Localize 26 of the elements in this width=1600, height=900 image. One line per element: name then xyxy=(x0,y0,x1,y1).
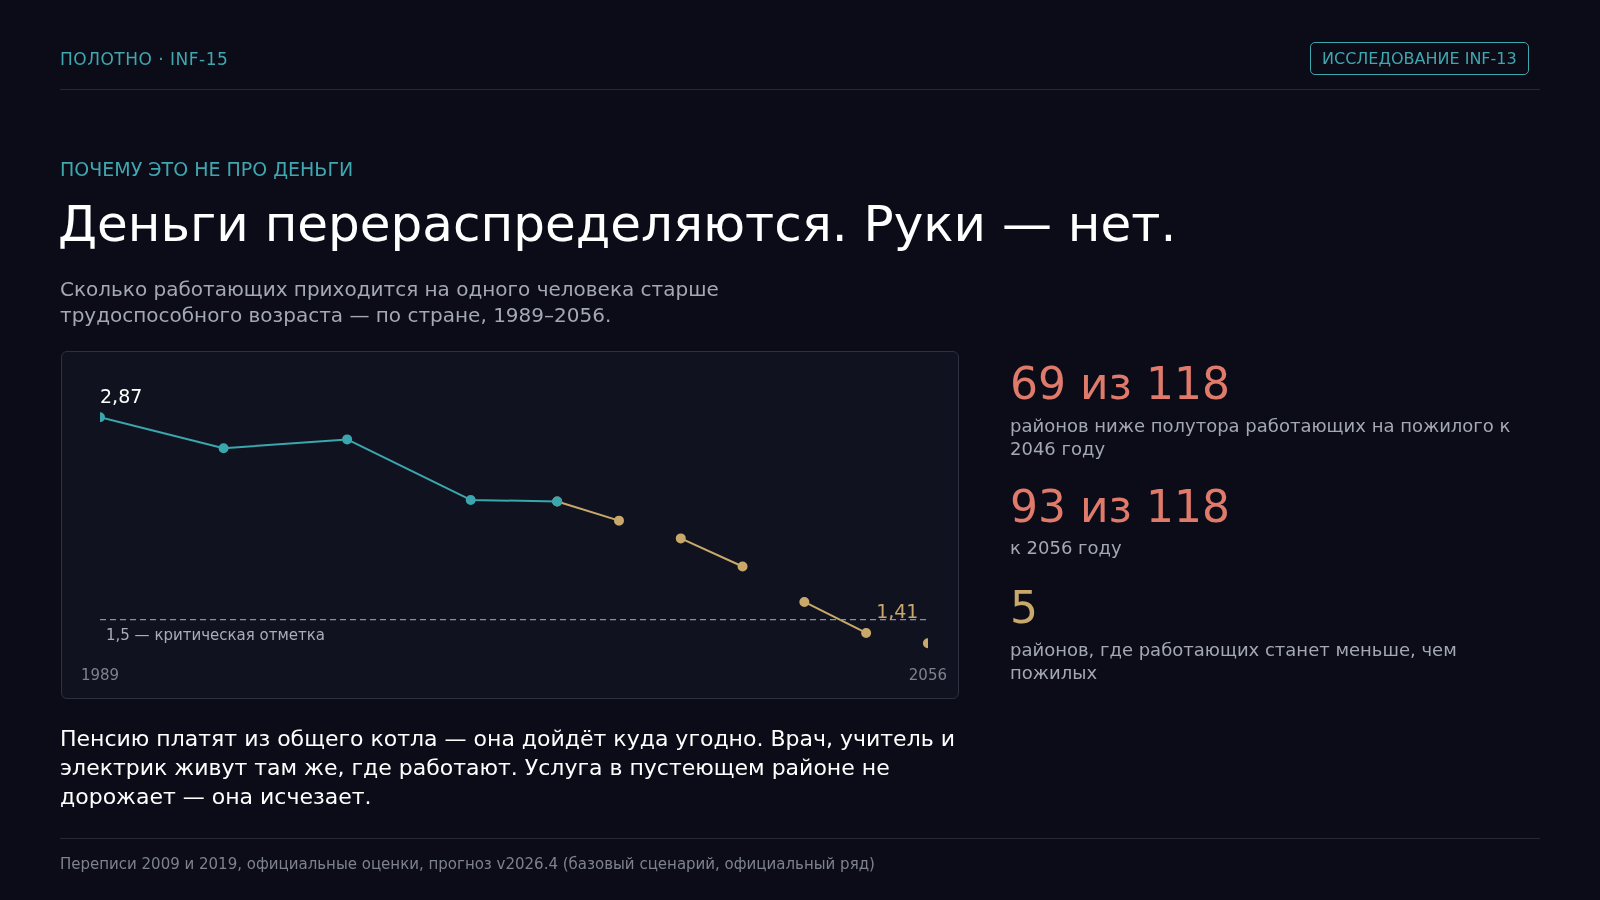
point xyxy=(613,515,624,526)
point xyxy=(737,561,748,572)
x-tick-label: 1989 xyxy=(80,665,120,684)
data-label: 2,87 xyxy=(100,384,143,407)
point xyxy=(465,494,476,505)
data-label: 1,41 xyxy=(876,600,919,623)
text: районов ниже полутора работающих на пожилого к 2046 году xyxy=(1010,414,1512,460)
text: Пенсию платят из общего котла — она дойдёт куда угодно. Врач, учитель и электрик живут там же, где работают. Услуга в пустеющем районе не дорожает — она исчезает. xyxy=(60,725,956,811)
x-tick-label: 2056 xyxy=(908,665,948,684)
text: ПОЧЕМУ ЭТО НЕ ПРО ДЕНЬГИ xyxy=(60,158,354,180)
point xyxy=(861,627,872,638)
text: ИССЛЕДОВАНИЕ INF-13 xyxy=(1310,42,1529,75)
text: к 2056 году xyxy=(1010,537,1122,558)
text: районов, где работающих станет меньше, чем пожилых xyxy=(1010,638,1458,684)
point xyxy=(342,434,353,445)
chart-title: Деньги перераспределяются. Руки — нет. xyxy=(58,195,1177,253)
chart-subtitle: Сколько работающих приходится на одного человека старше трудоспособного возраста — по стране, 1989–2056. xyxy=(60,276,720,328)
point xyxy=(218,443,229,454)
point xyxy=(799,596,810,607)
text: ПОЛОТНО · INF-15 xyxy=(60,49,229,69)
point xyxy=(675,533,686,544)
ref-line-label: 1,5 — критическая отметка xyxy=(106,626,326,645)
text: 5 xyxy=(1010,582,1038,633)
text: 69 из 118 xyxy=(1010,358,1230,409)
text: 93 из 118 xyxy=(1010,481,1230,532)
text: Переписи 2009 и 2019, официальные оценки, прогноз v2026.4 (базовый сценарий, официальный ряд) xyxy=(60,855,875,873)
